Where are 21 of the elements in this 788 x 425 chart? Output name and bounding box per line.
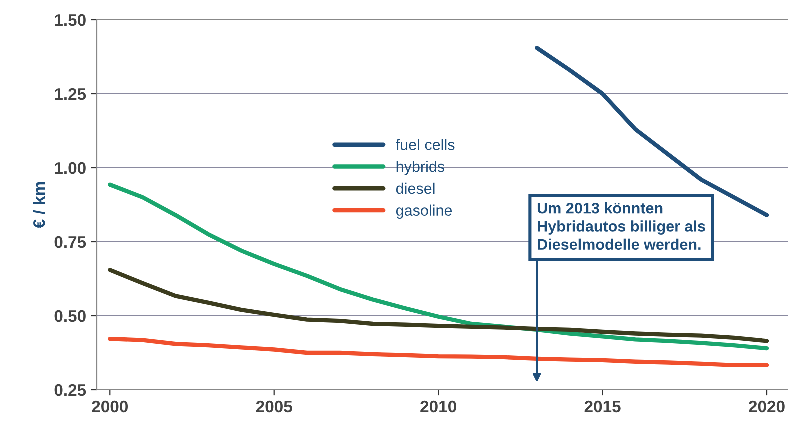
line-series [108, 182, 770, 351]
legend-label: fuel cells [396, 139, 455, 150]
x-tick-label: 2000 [92, 400, 128, 413]
y-tick-label: 0.25 [54, 384, 86, 396]
x-tick-label: 2020 [749, 400, 785, 413]
y-tick-label: 1.50 [55, 14, 86, 26]
annotation: Um 2013 könnten Hybridautos billiger als Dieselmodelle werden. [538, 202, 706, 250]
legend-label: gasoline [396, 204, 452, 220]
legend-label: diesel [396, 182, 435, 194]
x-tick-label: 2015 [584, 400, 621, 413]
x-tick-label: 2010 [420, 400, 456, 413]
y-tick-label: 0.75 [54, 236, 86, 248]
y-tick-label: 1.00 [55, 162, 86, 174]
x-tick-label: 2005 [256, 400, 292, 413]
y-axis-title: € / km [33, 182, 46, 229]
line-series [535, 46, 770, 218]
line-series [108, 337, 770, 368]
line-series [108, 268, 770, 344]
y-tick-label: 0.50 [54, 310, 86, 322]
y-tick-label: 1.25 [55, 88, 86, 100]
legend-label: hybrids [396, 161, 445, 176]
